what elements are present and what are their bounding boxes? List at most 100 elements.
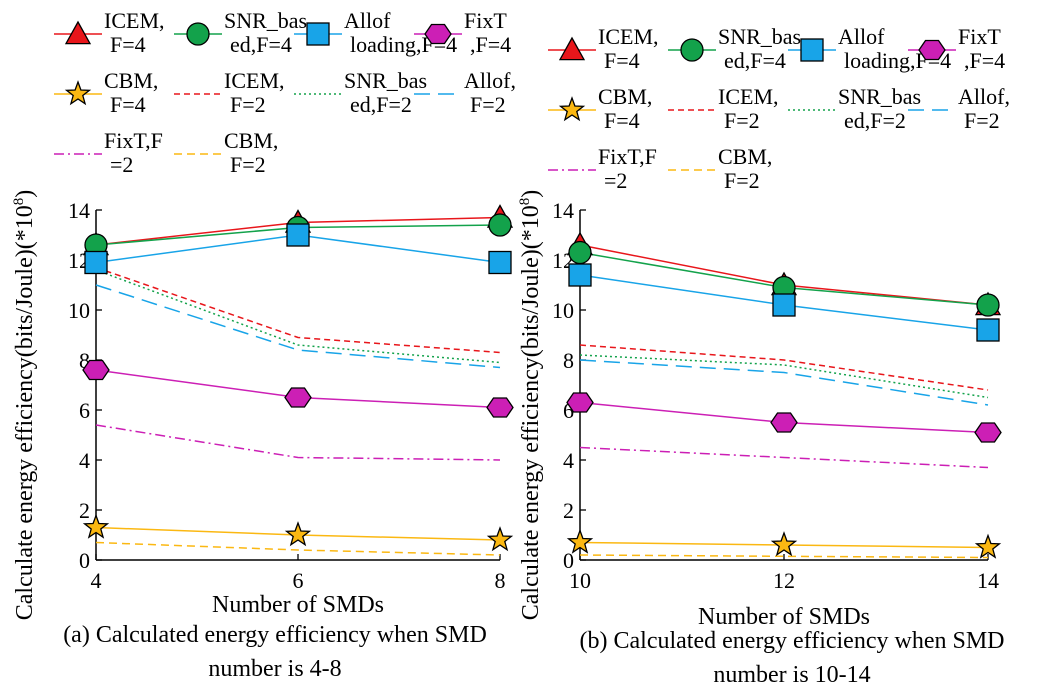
data-point-allof4 bbox=[84, 250, 108, 275]
legend-label-icem2: ICEM, bbox=[718, 84, 779, 109]
y-tick-label: 10 bbox=[68, 298, 90, 323]
data-point-fixt4 bbox=[974, 422, 1002, 443]
data-point-allof4 bbox=[568, 263, 592, 287]
legend-marker-allof4 bbox=[800, 38, 824, 62]
data-point-allof4 bbox=[488, 250, 512, 275]
legend-label-cbm2: CBM, bbox=[224, 128, 278, 153]
data-point-allof4 bbox=[976, 318, 1000, 342]
y-tick-label: 4 bbox=[79, 448, 90, 473]
legend-label-fixt2: FixT,F bbox=[104, 128, 163, 153]
y-tick-label: 8 bbox=[79, 348, 90, 373]
legend-label-icem4-line2: F=4 bbox=[604, 48, 640, 73]
x-axis-label: Number of SMDs bbox=[212, 592, 384, 618]
legend-item-fixt2: FixT,F=2 bbox=[54, 128, 163, 177]
y-tick-label: 2 bbox=[79, 498, 90, 523]
legend-item-fixt2: FixT,F=2 bbox=[548, 144, 657, 193]
legend-label-cbm4-line2: F=4 bbox=[604, 108, 640, 133]
legend-label-snr4-line2: ed,F=4 bbox=[230, 32, 292, 57]
data-point-cbm4 bbox=[284, 521, 312, 547]
legend-label-snr4: SNR_bas bbox=[224, 8, 307, 33]
legend-label-allof2: Allof, bbox=[958, 84, 1010, 109]
legend-label-icem2-line2: F=2 bbox=[724, 108, 760, 133]
legend-label-fixt4-line2: ,F=4 bbox=[470, 32, 511, 57]
legend-label-allof2: Allof, bbox=[464, 68, 516, 93]
panel-caption: (a) Calculated energy efficiency when SM… bbox=[63, 622, 487, 648]
data-point-cbm4 bbox=[486, 526, 514, 552]
series-line-snr2 bbox=[579, 354, 989, 399]
legend-label-cbm2-line2: F=2 bbox=[230, 152, 266, 177]
legend-label-fixt2-line2: =2 bbox=[604, 168, 627, 193]
legend-item-cbm4: CBM,F=4 bbox=[548, 84, 652, 133]
series-line-fixt2 bbox=[579, 446, 989, 469]
legend-label-snr2-line2: ed,F=2 bbox=[350, 92, 412, 117]
data-point-fixt4 bbox=[770, 412, 798, 433]
legend-item-icem2: ICEM,F=2 bbox=[668, 84, 779, 133]
data-point-fixt4 bbox=[284, 387, 312, 408]
x-tick-label: 4 bbox=[91, 568, 102, 593]
legend-item-icem4: ICEM,F=4 bbox=[54, 8, 165, 57]
legend-marker-icem4 bbox=[64, 20, 92, 45]
data-point-snr4 bbox=[976, 293, 1000, 317]
data-point-cbm4 bbox=[770, 531, 798, 557]
legend-label-icem4: ICEM, bbox=[104, 8, 165, 33]
data-point-fixt4 bbox=[82, 359, 110, 381]
legend-label-icem4-line2: F=4 bbox=[110, 32, 146, 57]
series-line-allof2 bbox=[95, 284, 501, 369]
y-tick-label: 0 bbox=[563, 548, 574, 573]
legend-label-snr2: SNR_bas bbox=[838, 84, 921, 109]
x-axis-label: Number of SMDs bbox=[698, 604, 870, 630]
legend-item-allof2: Allof,F=2 bbox=[908, 84, 1010, 133]
y-tick-label: 10 bbox=[552, 298, 574, 323]
legend-label-fixt2: FixT,F bbox=[598, 144, 657, 169]
legend-label-allof2-line2: F=2 bbox=[964, 108, 1000, 133]
legend-label-allof4: Allof bbox=[838, 24, 885, 49]
y-axis-label: Calculate energy efficiency(bits/Joule)(… bbox=[11, 190, 38, 620]
legend-marker-allof4 bbox=[306, 22, 330, 46]
legend-label-allof4: Allof bbox=[344, 8, 391, 33]
legend-label-cbm4: CBM, bbox=[598, 84, 652, 109]
y-tick-label: 14 bbox=[68, 198, 90, 223]
x-tick-label: 10 bbox=[569, 568, 591, 593]
series-line-icem2 bbox=[95, 266, 501, 354]
legend-marker-snr4 bbox=[680, 38, 704, 62]
y-tick-label: 8 bbox=[563, 348, 574, 373]
series-line-cbm2 bbox=[579, 554, 989, 559]
legend-label-snr4: SNR_bas bbox=[718, 24, 801, 49]
x-tick-label: 8 bbox=[495, 568, 506, 593]
legend-item-icem2: ICEM,F=2 bbox=[174, 68, 285, 117]
y-tick-label: 6 bbox=[79, 398, 90, 423]
legend-item-cbm2: CBM,F=2 bbox=[174, 128, 278, 177]
data-point-snr4 bbox=[568, 240, 592, 265]
legend-label-snr2: SNR_bas bbox=[344, 68, 427, 93]
data-point-fixt4 bbox=[486, 397, 514, 418]
legend-label-snr4-line2: ed,F=4 bbox=[724, 48, 786, 73]
legend-label-fixt4: FixT bbox=[464, 8, 507, 33]
legend-label-cbm4-line2: F=4 bbox=[110, 92, 146, 117]
data-point-fixt4 bbox=[566, 392, 594, 413]
legend-label-cbm2-line2: F=2 bbox=[724, 168, 760, 193]
legend-label-snr2-line2: ed,F=2 bbox=[844, 108, 906, 133]
legend-marker-cbm4 bbox=[558, 96, 586, 122]
legend-panel-a: ICEM,F=4SNR_based,F=4Allofloading,F=4Fix… bbox=[54, 8, 516, 177]
legend-label-icem2: ICEM, bbox=[224, 68, 285, 93]
legend-label-fixt4-line2: ,F=4 bbox=[964, 48, 1005, 73]
series-line-icem2 bbox=[579, 344, 989, 391]
legend-marker-fixt4 bbox=[918, 39, 946, 61]
series-line-snr2 bbox=[95, 269, 501, 364]
legend-marker-fixt4 bbox=[424, 23, 452, 45]
legend-item-fixt4: FixT,F=4 bbox=[414, 8, 511, 57]
x-tick-label: 12 bbox=[773, 568, 795, 593]
legend-label-icem2-line2: F=2 bbox=[230, 92, 266, 117]
y-tick-label: 14 bbox=[552, 198, 574, 223]
panel-caption-line2: number is 4-8 bbox=[208, 656, 341, 682]
series-line-cbm2 bbox=[95, 541, 501, 556]
y-tick-label: 0 bbox=[79, 548, 90, 573]
legend-marker-cbm4 bbox=[64, 80, 92, 106]
